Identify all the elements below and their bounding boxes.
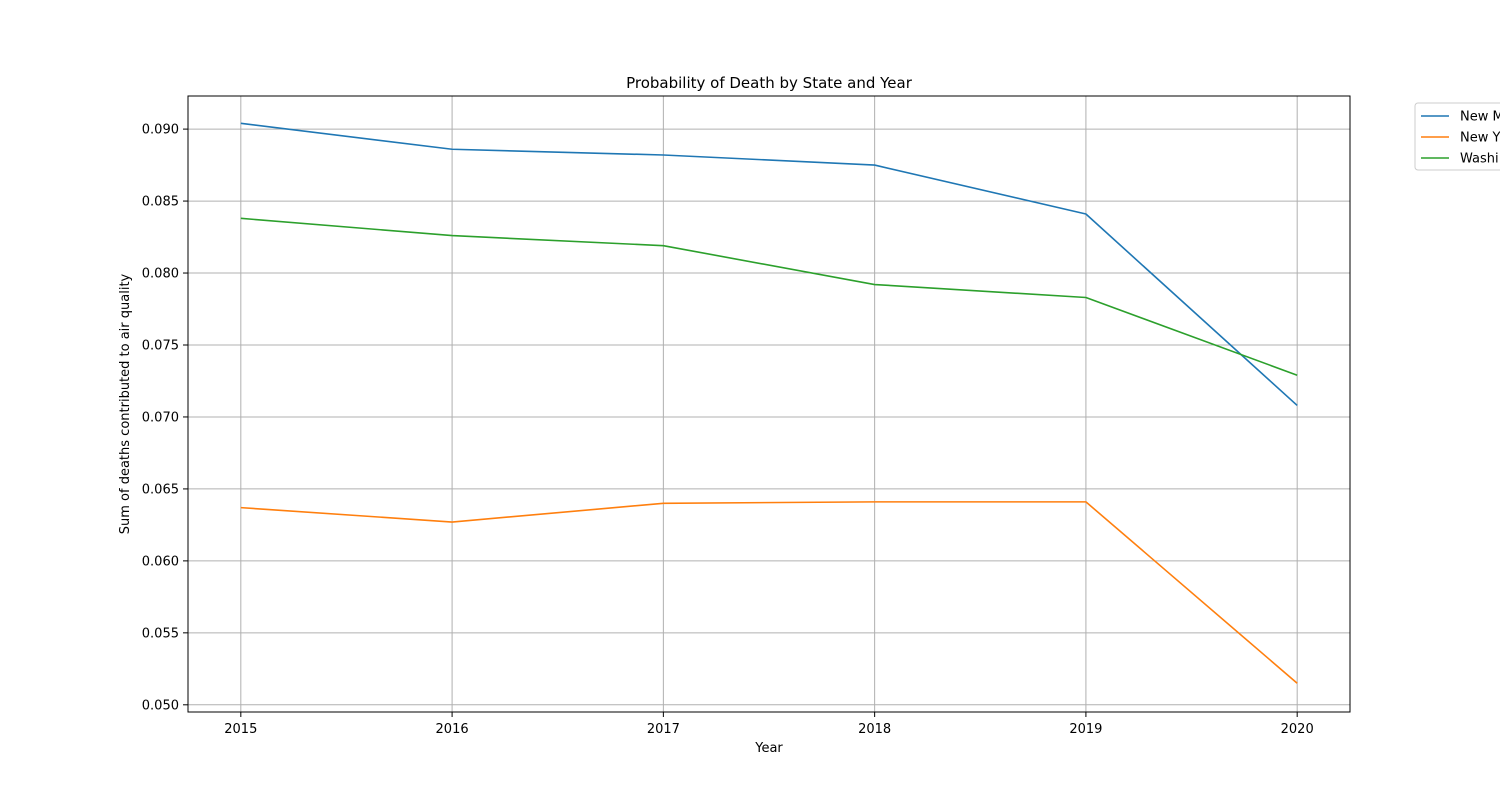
legend-box: [1414, 102, 1500, 171]
y-tick-label: 0.065: [142, 482, 179, 497]
y-tick-label: 0.070: [142, 410, 179, 425]
y-tick-label: 0.055: [142, 626, 179, 641]
series-line-3: [240, 217, 1298, 376]
x-tick-label: 2017: [647, 722, 680, 737]
x-tick-label: 2018: [858, 722, 891, 737]
y-axis-label: Sum of deaths contributed to air quality: [118, 273, 133, 534]
x-tick-label: 2016: [436, 722, 469, 737]
x-tick-label: 2019: [1069, 722, 1102, 737]
x-tick-label: 2015: [224, 722, 257, 737]
legend-label-3: Washi: [1460, 152, 1499, 167]
x-tick-label: 2020: [1281, 722, 1314, 737]
grid: [188, 96, 1350, 712]
y-axis-ticks: 0.050 0.055 0.060 0.065 0.070 0.075 0.080 0.085…: [142, 123, 188, 713]
chart-title: Probability of Death by State and Year: [626, 74, 913, 92]
y-tick-label: 0.050: [142, 698, 179, 713]
y-tick-label: 0.080: [142, 267, 179, 282]
y-tick-label: 0.090: [142, 123, 179, 138]
y-tick-label: 0.075: [142, 338, 179, 353]
series-line-1: [240, 122, 1298, 407]
series-line-2: [240, 501, 1298, 684]
series-lines: [240, 122, 1298, 684]
legend: New M New Y Washi: [1414, 102, 1500, 171]
y-tick-label: 0.060: [142, 554, 179, 569]
legend-label-2: New Y: [1460, 131, 1500, 146]
x-axis-label: Year: [754, 741, 783, 756]
legend-label-1: New M: [1460, 110, 1500, 125]
plot-area-frame: [187, 95, 1351, 713]
x-axis-ticks: 2015 2016 2017 2018 2019 2020: [224, 712, 1314, 737]
y-tick-label: 0.085: [142, 195, 179, 210]
